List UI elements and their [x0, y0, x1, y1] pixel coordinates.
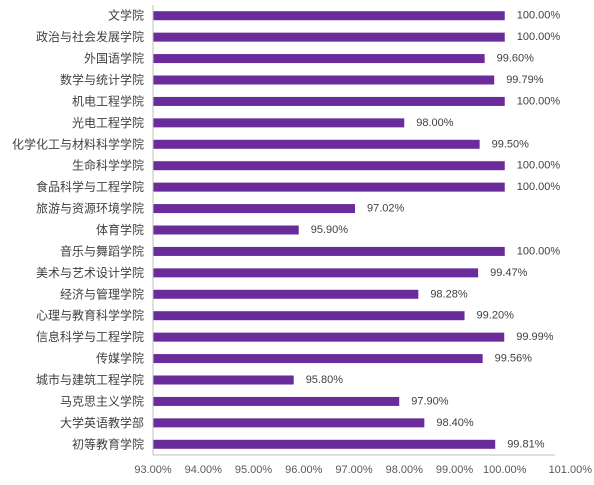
data-label: 98.40% [436, 417, 474, 429]
bar [153, 246, 505, 256]
bar [153, 182, 505, 192]
data-label: 98.28% [430, 288, 468, 300]
category-label: 政治与社会发展学院 [36, 29, 144, 44]
data-label: 95.90% [311, 224, 349, 236]
bar [153, 32, 505, 42]
category-label: 初等教育学院 [72, 436, 144, 451]
bar [153, 332, 505, 342]
category-label: 经济与管理学院 [60, 286, 144, 301]
data-label: 99.81% [507, 438, 545, 450]
bar [153, 354, 483, 364]
data-label: 99.60% [497, 53, 535, 65]
x-tick-labels: 93.00% 94.00% 95.00% 96.00% 97.00% 98.00% 99.0… [134, 464, 592, 476]
bar [153, 161, 505, 171]
data-label: 97.90% [411, 395, 449, 407]
category-label: 体育学院 [96, 222, 144, 237]
x-tick-label: 96.00% [285, 464, 323, 476]
category-label: 美术与艺术设计学院 [36, 265, 144, 280]
bar [153, 139, 480, 149]
category-label: 化学化工与材料科学学院 [12, 136, 144, 151]
bar [153, 311, 465, 321]
data-label: 99.47% [490, 267, 528, 279]
category-label: 心理与教育科学学院 [36, 308, 144, 323]
data-label: 100.00% [517, 181, 561, 193]
bar [153, 375, 294, 385]
x-tick-label: 99.00% [436, 464, 474, 476]
category-labels: 文学院政治与社会发展学院外国语学院数学与统计学院机电工程学院光电工程学院化学化工… [12, 8, 144, 452]
data-label: 97.02% [367, 203, 405, 215]
x-tick-label: 98.00% [386, 464, 424, 476]
category-label: 生命科学学院 [72, 158, 144, 173]
bar [153, 396, 400, 406]
data-label: 99.56% [495, 353, 533, 365]
bar [153, 439, 496, 449]
data-label: 99.99% [516, 331, 554, 343]
bar [153, 225, 299, 235]
bar [153, 118, 405, 128]
category-label: 旅游与资源环境学院 [36, 201, 144, 216]
category-label: 城市与建筑工程学院 [36, 372, 144, 387]
category-label: 传媒学院 [96, 351, 144, 366]
category-label: 大学英语教学部 [60, 415, 144, 430]
bars-group [153, 11, 505, 449]
data-label: 99.20% [477, 310, 515, 322]
category-label: 文学院 [108, 8, 144, 23]
bar [153, 75, 495, 85]
bar [153, 268, 479, 278]
bar [153, 96, 505, 106]
data-label: 95.80% [306, 374, 344, 386]
category-label: 音乐与舞蹈学院 [60, 243, 144, 258]
bar [153, 289, 419, 299]
data-label: 100.00% [517, 245, 561, 257]
category-label: 外国语学院 [84, 51, 144, 66]
data-label: 99.50% [492, 138, 530, 150]
data-label: 100.00% [517, 95, 561, 107]
bar [153, 54, 485, 64]
x-tick-label: 94.00% [185, 464, 223, 476]
bar [153, 418, 425, 428]
bar [153, 11, 505, 21]
x-tick-label: 100.00% [483, 464, 527, 476]
category-label: 信息科学与工程学院 [36, 329, 144, 344]
category-label: 光电工程学院 [72, 115, 144, 130]
category-label: 马克思主义学院 [60, 393, 144, 408]
data-label: 100.00% [517, 31, 561, 43]
x-tick-label: 95.00% [235, 464, 273, 476]
data-label: 100.00% [517, 10, 561, 22]
x-tick-label: 93.00% [134, 464, 172, 476]
category-label: 机电工程学院 [72, 93, 144, 108]
data-label: 98.00% [416, 117, 454, 129]
bar [153, 204, 355, 214]
value-labels: 100.00% 100.00% 99.60% 99.79% 100.00% 98.00% 9… [306, 10, 561, 451]
data-label: 100.00% [517, 160, 561, 172]
category-label: 食品科学与工程学院 [36, 179, 144, 194]
x-tick-label: 97.00% [335, 464, 373, 476]
data-label: 99.79% [506, 74, 544, 86]
x-tick-label: 101.00% [549, 464, 593, 476]
category-label: 数学与统计学院 [60, 72, 144, 87]
